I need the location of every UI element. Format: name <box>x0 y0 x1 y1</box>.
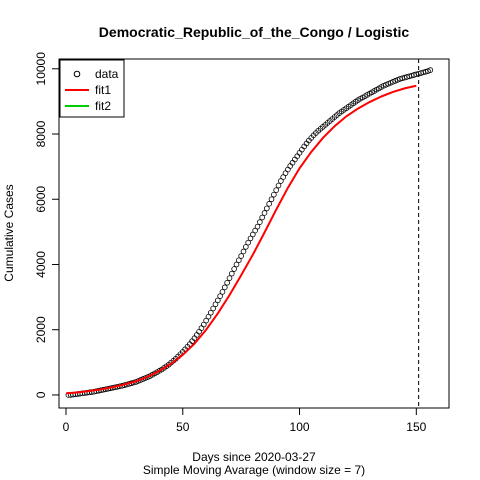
y-tick-label: 2000 <box>34 316 48 343</box>
chart-title: Democratic_Republic_of_the_Congo / Logis… <box>99 24 410 40</box>
legend-label-fit2: fit2 <box>95 99 111 113</box>
y-tick-label: 6000 <box>34 186 48 213</box>
legend: data fit1 fit2 <box>60 60 124 117</box>
x-tick-label: 100 <box>290 420 310 434</box>
x-tick-label: 0 <box>63 420 70 434</box>
y-axis-label: Cumulative Cases <box>2 184 16 281</box>
y-tick-label: 4000 <box>34 251 48 278</box>
y-tick-label: 0 <box>34 391 48 398</box>
x-axis-sublabel: Simple Moving Avarage (window size = 7) <box>143 463 365 477</box>
x-axis-label: Days since 2020-03-27 <box>192 450 316 464</box>
x-tick-label: 150 <box>406 420 426 434</box>
y-tick-label: 8000 <box>34 120 48 147</box>
x-tick-label: 50 <box>176 420 190 434</box>
legend-label-fit1: fit1 <box>95 83 111 97</box>
y-tick-label: 10000 <box>34 52 48 86</box>
legend-label-data: data <box>95 67 119 81</box>
